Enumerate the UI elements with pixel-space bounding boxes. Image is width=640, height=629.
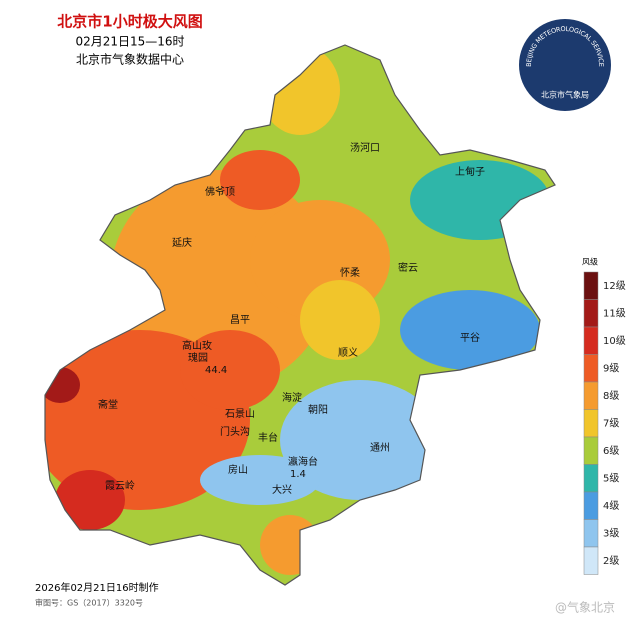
title: 北京市1小时极大风图 — [57, 13, 202, 31]
legend-label: 4级 — [603, 500, 619, 512]
place: 瑰园 — [188, 351, 208, 364]
place: 霞云岭 — [105, 479, 135, 492]
logo: BEIJING METEOROLOGICAL SERVICE 北京市气象局 — [519, 19, 611, 111]
legend-swatch — [583, 491, 599, 520]
legend-label: 10级 — [603, 335, 626, 347]
place: 海淀 — [282, 391, 302, 404]
place: 房山 — [228, 463, 248, 476]
legend-label: 8级 — [603, 390, 619, 402]
legend-swatch — [583, 546, 599, 575]
place: 上甸子 — [455, 165, 485, 178]
legend-swatch — [583, 299, 599, 328]
legend-label: 9级 — [603, 362, 619, 374]
legend-swatch — [583, 381, 599, 410]
place: 延庆 — [172, 236, 192, 249]
place: 顺义 — [338, 347, 358, 359]
legend-label: 2级 — [603, 555, 619, 567]
place: 高山玫 — [182, 339, 212, 352]
max-value: 44.4 — [205, 365, 227, 376]
legend-label: 3级 — [603, 527, 619, 539]
place: 门头沟 — [220, 425, 250, 438]
approval: 审图号：GS（2017）3320号 — [35, 598, 143, 608]
legend-swatch — [583, 436, 599, 465]
logo-name: 北京市气象局 — [541, 90, 589, 100]
place: 大兴 — [272, 483, 292, 496]
made-time: 2026年02月21日16时制作 — [35, 581, 159, 594]
place: 通州 — [370, 442, 390, 454]
place: 朝阳 — [308, 404, 328, 416]
place: 斋堂 — [98, 398, 118, 411]
place: 丰台 — [258, 431, 278, 444]
legend-swatch — [583, 409, 599, 438]
legend: 12级 11级 10级 9级 8级 7级 6级 5级 4级 3级 2级 — [583, 271, 626, 575]
place: 汤河口 — [350, 141, 380, 154]
legend-swatch — [583, 519, 599, 548]
place-labels: 汤河口 上甸子 佛爷顶 延庆 怀柔 密云 昌平 平谷 高山玫 瑰园 顺义 海淀 … — [98, 141, 485, 496]
legend-title: 风级 — [582, 257, 598, 267]
legend-swatch — [583, 271, 599, 300]
min-value: 1.4 — [290, 469, 306, 480]
legend-label: 7级 — [603, 417, 619, 429]
time: 02月21日15—16时 — [75, 35, 184, 49]
legend-swatch — [583, 464, 599, 493]
place: 昌平 — [230, 314, 250, 326]
watermark: @气象北京 — [555, 600, 615, 615]
place: 石景山 — [225, 408, 255, 420]
source: 北京市气象数据中心 — [76, 52, 184, 67]
legend-label: 11级 — [603, 307, 626, 319]
place: 平谷 — [460, 332, 480, 344]
legend-label: 6级 — [603, 445, 619, 457]
legend-label: 5级 — [603, 472, 619, 484]
legend-swatch — [583, 326, 599, 355]
place: 密云 — [398, 261, 418, 274]
place: 瀛海台 — [288, 455, 318, 468]
place: 佛爷顶 — [205, 185, 235, 198]
place: 怀柔 — [340, 267, 360, 279]
legend-label: 12级 — [603, 280, 626, 292]
legend-swatch — [583, 354, 599, 383]
